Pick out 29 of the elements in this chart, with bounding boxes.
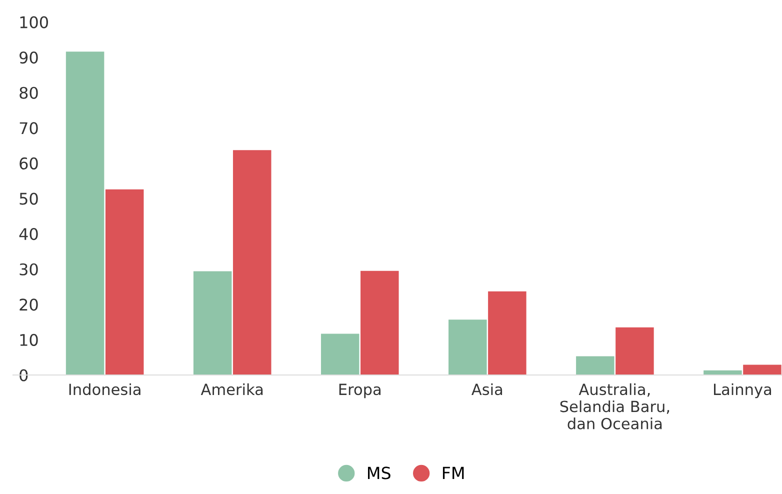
bar xyxy=(360,270,399,375)
x-tick-label: Lainnya xyxy=(714,383,772,398)
bar xyxy=(448,320,487,375)
bar xyxy=(320,334,360,375)
y-tick-label: 10 xyxy=(20,334,38,346)
y-tick-label: 100 xyxy=(20,16,48,28)
y-tick-label: 90 xyxy=(20,52,38,64)
bar xyxy=(743,364,782,375)
x-tick-label: Eropa xyxy=(339,384,380,398)
legend-label: MS xyxy=(368,466,390,480)
bar xyxy=(576,356,614,375)
x-tick-label: Australia, Selandia Baru, dan Oceania xyxy=(560,383,670,430)
x-tick-label: Amerika xyxy=(200,383,263,396)
bar xyxy=(232,150,272,375)
x-tick-label: Indonesia xyxy=(69,383,140,396)
y-tick-label: 80 xyxy=(20,86,38,99)
x-tick-label: Asia xyxy=(472,383,502,396)
bar xyxy=(616,327,654,375)
bar xyxy=(488,291,526,375)
y-tick-label: 30 xyxy=(20,263,38,276)
legend-label: FM xyxy=(442,466,464,480)
y-tick-label: 20 xyxy=(20,298,38,311)
y-tick-label: 60 xyxy=(20,157,38,170)
y-tick-label: 50 xyxy=(20,192,38,205)
bar xyxy=(105,189,144,375)
y-tick-label: 40 xyxy=(19,228,38,240)
bar xyxy=(66,52,104,375)
y-tick-label: 70 xyxy=(20,122,38,134)
bar xyxy=(193,271,232,375)
